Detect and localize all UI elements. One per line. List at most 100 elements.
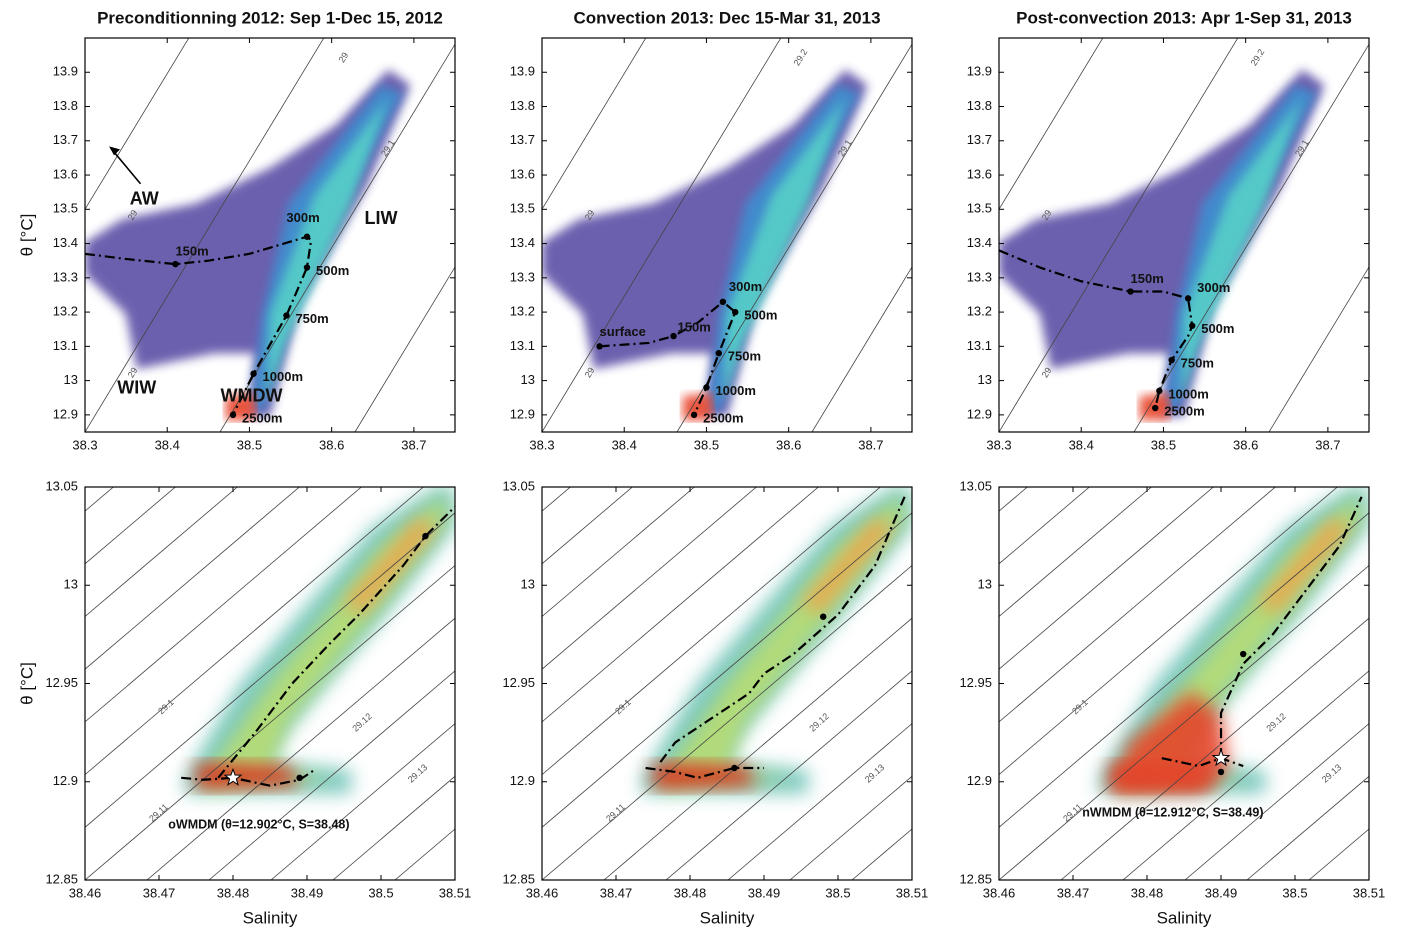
isopycnal [1371,287,1404,880]
isopycnal [85,38,325,432]
depth-label: 500m [744,308,777,323]
depth-marker [296,774,303,782]
x-tick-label: 38.7 [858,437,883,452]
density-cloud [1110,691,1229,794]
isopycnal [542,38,782,432]
y-tick-label: 13.3 [510,269,535,284]
isopycnal [85,487,238,618]
depth-label: 500m [316,263,349,278]
x-tick-label: 38.5 [237,437,262,452]
y-tick-label: 13.5 [967,201,992,216]
y-tick-label: 13.5 [53,201,78,216]
arrow-head [109,146,121,156]
y-tick-label: 13 [521,372,535,387]
mean-profile [645,496,906,779]
isopycnal [270,723,455,880]
contour-label: 29.11 [1061,802,1084,824]
depth-marker [732,308,739,316]
y-tick-label: 12.85 [502,871,535,886]
y-tick-label: 13.2 [53,304,78,319]
isopycnal [999,487,1276,723]
y-tick-label: 13.9 [53,64,78,79]
y-tick-label: 12.9 [53,773,78,788]
isopycnal [85,487,362,723]
density-cloud [196,762,300,790]
x-tick-label: 38.48 [217,885,250,900]
y-tick-label: 13.2 [967,304,992,319]
x-tick-label: 38.46 [983,885,1016,900]
depth-marker [229,411,237,419]
y-tick-label: 13.4 [967,235,992,250]
x-tick-label: 38.4 [612,437,637,452]
x-tick-label: 38.47 [600,885,633,900]
isopycnal [85,512,455,828]
depth-label: 150m [175,244,208,259]
depth-marker [1156,387,1163,395]
y-tick-label: 12.95 [45,675,78,690]
y-tick-label: 13 [64,577,78,592]
x-tick-label: 38.51 [896,885,929,900]
y-tick-label: 13.05 [45,478,78,493]
isopycnal [727,723,912,880]
y-tick-label: 13.7 [967,132,992,147]
depth-marker [715,350,722,357]
density-cloud [801,518,894,613]
isopycnal [542,487,881,776]
depth-label: 750m [1181,355,1214,370]
isopycnal [1352,0,1404,432]
y-tick-label: 13.6 [53,166,78,181]
annotation: nWMDM (θ=12.912°C, S=38.49) [1082,805,1263,819]
annotation: WIW [117,377,156,397]
depth-label: 300m [729,279,762,294]
isopycnal [542,487,695,618]
depth-label: 300m [1197,280,1230,295]
y-tick-label: 13.8 [510,98,535,113]
depth-marker [172,260,179,268]
isopycnal [1184,723,1369,880]
y-tick-label: 13.05 [959,478,992,493]
y-axis-label: θ [°C] [17,662,36,705]
isopycnal [999,38,1104,211]
depth-marker [1240,650,1247,658]
depth-label: 750m [295,311,328,326]
depth-label: 750m [728,349,761,364]
y-tick-label: 13.5 [510,201,535,216]
y-tick-label: 13.8 [53,98,78,113]
annotation: LIW [365,208,398,228]
y-tick-label: 13.2 [510,304,535,319]
y-tick-label: 13.3 [967,269,992,284]
depth-label: 2500m [1164,403,1204,418]
depth-marker [731,764,738,772]
y-tick-label: 13.9 [967,64,992,79]
x-tick-label: 38.3 [72,437,97,452]
isopycnal [1122,670,1369,880]
depth-marker [703,384,710,391]
isopycnal [208,670,455,880]
x-tick-label: 38.6 [1233,437,1258,452]
isopycnal [999,487,1214,670]
contour-label: 29 [583,366,597,380]
contour-label: 29.11 [147,802,170,824]
y-tick-label: 13.6 [510,166,535,181]
depth-marker [719,298,727,306]
chart-title: Convection 2013: Dec 15-Mar 31, 2013 [573,8,880,27]
isopycnal [1060,617,1369,880]
plot-area [999,287,1404,880]
isopycnal [999,487,1152,618]
depth-label: 500m [1201,321,1234,336]
wmdm-star [223,767,243,786]
annotation: oWMDM (θ=12.902°C, S=38.48) [168,817,349,831]
isopycnal [665,670,912,880]
isopycnal [85,487,424,776]
y-tick-label: 13.4 [510,235,535,250]
isopycnal [542,564,912,880]
isopycnal [789,775,912,880]
x-axis-label: Salinity [1157,908,1212,927]
x-tick-label: 38.5 [368,885,393,900]
y-tick-label: 12.9 [510,406,535,421]
contour-label: 29.12 [1264,711,1287,734]
x-tick-label: 38.49 [291,885,324,900]
panel: 2929.129.229150m300m500m750m1000m2500m38… [967,8,1370,452]
x-tick-label: 38.48 [1131,885,1164,900]
